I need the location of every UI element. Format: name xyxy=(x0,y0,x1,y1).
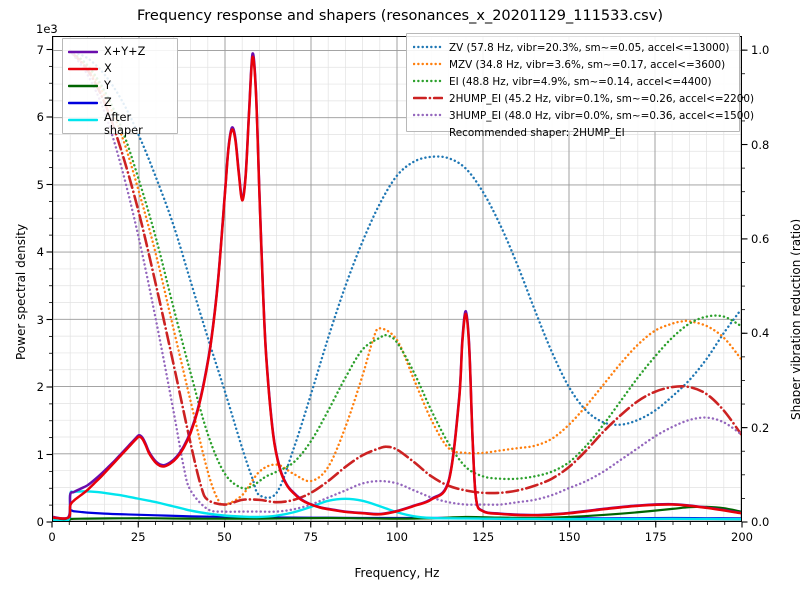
legend-line-sample xyxy=(412,45,444,49)
legend-label: Recommended shaper: 2HUMP_EI xyxy=(449,127,625,139)
x-tick-25: 25 xyxy=(130,530,146,544)
y-tick-right-0.0: 0.0 xyxy=(751,515,770,529)
y-tick-right-1.0: 1.0 xyxy=(751,43,770,58)
legend-label: 2HUMP_EI (45.2 Hz, vibr=0.1%, sm~=0.26, … xyxy=(449,93,755,105)
legend-label: ZV (57.8 Hz, vibr=20.3%, sm~=0.05, accel… xyxy=(449,42,730,54)
legend-line-sample xyxy=(67,50,99,54)
y-tick-right-0.2: 0.2 xyxy=(751,420,770,435)
y-tick-right-0.4: 0.4 xyxy=(751,326,770,341)
y-tick-right-0.8: 0.8 xyxy=(751,137,770,152)
legend-label: After shaper xyxy=(104,111,143,137)
y-tick-left-2: 2 xyxy=(36,380,44,394)
x-tick-125: 125 xyxy=(472,530,495,544)
shaper-curve-mzv xyxy=(69,49,741,507)
legend-item-2hump_ei[interactable]: 2HUMP_EI (45.2 Hz, vibr=0.1%, sm~=0.26, … xyxy=(412,89,754,106)
legend-key xyxy=(412,55,444,72)
y-axis-label-right: Shaper vibration reduction (ratio) xyxy=(789,218,800,420)
legend-key xyxy=(412,106,444,123)
legend-label: Y xyxy=(104,79,111,92)
page-title: Frequency response and shapers (resonanc… xyxy=(137,8,663,24)
legend-item-ei[interactable]: EI (48.8 Hz, vibr=4.9%, sm~=0.14, accel<… xyxy=(412,72,733,89)
x-tick-0: 0 xyxy=(48,530,56,544)
legend-item-mzv[interactable]: MZV (34.8 Hz, vibr=3.6%, sm~=0.17, accel… xyxy=(412,55,733,72)
legend-line-sample xyxy=(412,113,444,117)
legend-label: EI (48.8 Hz, vibr=4.9%, sm~=0.14, accel<… xyxy=(449,76,712,88)
legend-line-sample xyxy=(67,67,99,71)
x-tick-175: 175 xyxy=(644,530,667,544)
x-tick-200: 200 xyxy=(731,530,753,544)
shaper-curve-2hump_ei xyxy=(68,49,741,506)
psd-curve-x xyxy=(53,55,741,520)
legend-item-zv[interactable]: ZV (57.8 Hz, vibr=20.3%, sm~=0.05, accel… xyxy=(412,38,733,55)
x-tick-150: 150 xyxy=(558,530,581,544)
legend-line-sample xyxy=(67,118,99,122)
shaper-legend: ZV (57.8 Hz, vibr=20.3%, sm~=0.05, accel… xyxy=(406,33,754,139)
legend-item-z[interactable]: Z xyxy=(67,94,172,111)
legend-label: X+Y+Z xyxy=(104,45,146,58)
legend-key xyxy=(412,89,444,106)
y-tick-left-0: 0 xyxy=(36,515,44,529)
shaper-curve-zv xyxy=(69,49,741,499)
y-axis-exponent-label: 1e3 xyxy=(36,22,58,36)
legend-key xyxy=(412,72,444,89)
x-tick-100: 100 xyxy=(386,530,408,544)
shaper-curve-3hump_ei xyxy=(69,49,741,513)
legend-item-after-shaper[interactable]: After shaper xyxy=(67,111,172,137)
legend-line-sample xyxy=(67,101,99,105)
legend-key xyxy=(67,60,99,77)
legend-key xyxy=(67,94,99,111)
y-tick-left-6: 6 xyxy=(36,110,44,124)
y-tick-left-4: 4 xyxy=(36,245,44,259)
y-tick-right-0.6: 0.6 xyxy=(751,231,770,246)
psd-curve-after-shaper xyxy=(53,490,741,521)
legend-label: 3HUMP_EI (48.0 Hz, vibr=0.0%, sm~=0.36, … xyxy=(449,110,755,122)
recommended-shaper-note[interactable]: Recommended shaper: 2HUMP_EI xyxy=(413,123,733,140)
legend-label: MZV (34.8 Hz, vibr=3.6%, sm~=0.17, accel… xyxy=(449,59,726,71)
legend-line-sample xyxy=(412,62,444,66)
psd-curve-y xyxy=(53,505,741,521)
legend-item-x+y+z[interactable]: X+Y+Z xyxy=(67,43,172,60)
x-tick-75: 75 xyxy=(303,530,319,544)
legend-item-3hump_ei[interactable]: 3HUMP_EI (48.0 Hz, vibr=0.0%, sm~=0.36, … xyxy=(412,106,754,123)
legend-key xyxy=(413,123,443,140)
legend-key xyxy=(412,38,444,55)
psd-legend: X+Y+Z X Y Z After shaper xyxy=(62,38,178,137)
legend-key xyxy=(67,77,99,94)
legend-item-y[interactable]: Y xyxy=(67,77,172,94)
x-tick-50: 50 xyxy=(217,530,232,544)
legend-line-sample xyxy=(67,84,99,88)
legend-item-x[interactable]: X xyxy=(67,60,172,77)
legend-label: Z xyxy=(104,96,112,109)
y-tick-left-5: 5 xyxy=(36,177,44,192)
legend-label: X xyxy=(104,62,112,75)
legend-line-sample xyxy=(412,96,444,100)
shaper-curve-ei xyxy=(69,49,741,490)
y-tick-left-1: 1 xyxy=(36,447,44,462)
legend-key xyxy=(67,43,99,60)
legend-line-sample xyxy=(412,79,444,83)
legend-key xyxy=(67,111,99,128)
x-axis-label: Frequency, Hz xyxy=(354,566,440,580)
y-tick-left-3: 3 xyxy=(36,312,44,327)
chart-data-lines xyxy=(53,49,741,521)
y-tick-left-7: 7 xyxy=(36,42,44,57)
